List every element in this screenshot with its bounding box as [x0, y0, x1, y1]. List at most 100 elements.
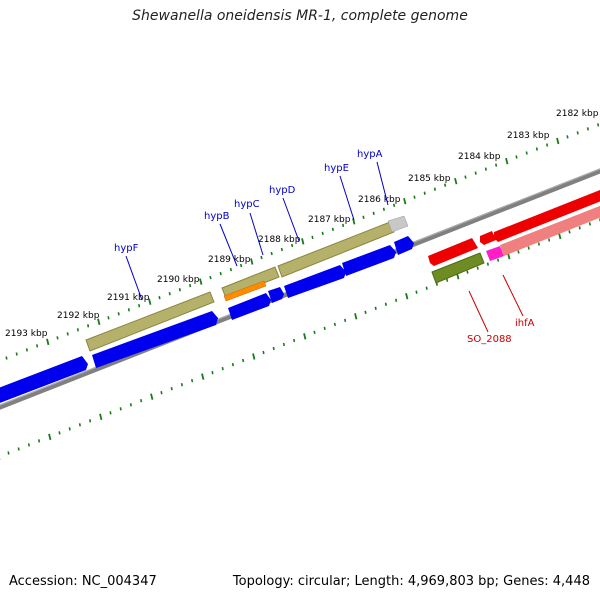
ruler-minor-tick: [262, 350, 265, 355]
ruler-minor-tick: [191, 378, 194, 383]
cds-hypA: [394, 236, 414, 255]
ruler-minor-tick: [25, 348, 28, 352]
ruler-minor-tick: [362, 215, 365, 219]
ruler-minor-tick: [211, 370, 214, 375]
ruler-minor-tick: [7, 451, 10, 455]
cds-reverse-b: [480, 231, 496, 245]
ruler-minor-tick: [76, 328, 79, 332]
ruler-minor-tick: [546, 143, 549, 147]
ruler-major-tick: [99, 413, 103, 421]
ruler-major-tick: [558, 232, 562, 240]
ruler-minor-tick: [344, 318, 347, 323]
ruler-label-2186: 2186 kbp: [358, 195, 401, 205]
reverse-cds-track: [428, 189, 600, 284]
ruler-label-2183: 2183 kbp: [507, 131, 550, 141]
ruler-minor-tick: [497, 258, 500, 262]
ruler-minor-tick: [209, 275, 212, 280]
ruler-minor-tick: [27, 443, 30, 447]
ruler-minor-tick: [158, 296, 161, 300]
ruler-minor-tick: [486, 262, 489, 266]
ruler-minor-tick: [425, 286, 428, 290]
ruler-major-tick: [148, 298, 152, 305]
cds-reverse-c: [494, 189, 600, 242]
ruler-minor-tick: [372, 211, 375, 215]
ruler-minor-tick: [515, 155, 518, 159]
ruler-minor-tick: [240, 263, 243, 268]
ruler-minor-tick: [38, 439, 41, 443]
ruler-minor-tick: [578, 226, 581, 230]
feature-SO_2088: [431, 252, 485, 284]
ruler-minor-tick: [311, 235, 314, 240]
gene-label-hypC: hypC: [234, 199, 260, 210]
ruler-minor-tick: [527, 246, 530, 250]
ruler-minor-tick: [331, 227, 334, 232]
ruler-minor-tick: [231, 362, 234, 367]
gene-label-hypD: hypD: [269, 185, 296, 196]
ruler-minor-tick: [446, 278, 449, 282]
ruler-major-tick: [303, 333, 307, 340]
ruler-minor-tick: [535, 147, 538, 151]
ruler-minor-tick: [138, 304, 141, 308]
ruler-major-tick: [97, 318, 101, 326]
ruler-minor-tick: [36, 344, 39, 348]
ruler-minor-tick: [87, 324, 90, 328]
ruler-minor-tick: [221, 366, 224, 371]
ruler-major-tick: [454, 177, 458, 185]
ruler-minor-tick: [393, 203, 396, 207]
ruler-minor-tick: [525, 151, 528, 155]
ruler-minor-tick: [474, 171, 477, 175]
gene-label-SO_2088: SO_2088: [467, 334, 512, 345]
ruler-minor-tick: [586, 127, 589, 131]
ruler-minor-tick: [423, 191, 426, 195]
gene-label-hypE: hypE: [324, 163, 349, 174]
ruler-minor-tick: [270, 251, 273, 256]
feature-hypD-region: [277, 221, 395, 278]
ruler-minor-tick: [89, 419, 92, 423]
feature-ihfA-magenta: [486, 246, 504, 261]
ruler-minor-tick: [219, 271, 222, 276]
ruler-minor-tick: [382, 207, 385, 211]
ruler-minor-tick: [129, 403, 132, 407]
ruler-minor-tick: [413, 195, 416, 199]
ruler-minor-tick: [415, 290, 418, 294]
cds-hypF: [92, 311, 218, 368]
ruler-major-tick: [150, 393, 154, 400]
gene-label-hypA: hypA: [357, 149, 383, 160]
ruler-label-2182: 2182 kbp: [556, 109, 599, 119]
ruler-minor-tick: [189, 283, 192, 288]
ruler-major-tick: [201, 373, 205, 380]
ruler-minor-tick: [56, 336, 59, 340]
ruler-minor-tick: [568, 230, 571, 234]
ruler-major-tick: [250, 258, 254, 265]
ruler-major-tick: [46, 338, 50, 346]
ruler-minor-tick: [168, 292, 171, 296]
ruler-minor-tick: [178, 288, 181, 292]
ruler-minor-tick: [364, 310, 367, 314]
ruler-major-tick: [354, 313, 358, 320]
ruler-minor-tick: [180, 383, 183, 387]
feature-hypF-region: [85, 291, 215, 352]
ruler-label-2184: 2184 kbp: [458, 152, 501, 162]
ruler-label-2185: 2185 kbp: [408, 174, 451, 184]
ruler-minor-tick: [127, 308, 130, 312]
ruler-minor-tick: [321, 231, 324, 236]
ruler-minor-tick: [140, 399, 143, 403]
ruler-minor-tick: [119, 407, 122, 411]
ruler-minor-tick: [5, 356, 8, 360]
ruler-minor-tick: [342, 223, 345, 228]
ruler-minor-tick: [282, 342, 285, 347]
feature-hypB-orange: [223, 280, 267, 302]
ruler-minor-tick: [384, 302, 387, 306]
ruler-minor-tick: [109, 411, 112, 415]
ruler-minor-tick: [293, 338, 296, 343]
ruler-major-tick: [352, 218, 356, 225]
ruler-major-tick: [48, 433, 52, 441]
gene-label-ihfA: ihfA: [515, 318, 535, 329]
ruler-major-tick: [505, 157, 509, 165]
ruler-minor-tick: [323, 326, 326, 331]
ruler-minor-tick: [107, 316, 110, 320]
ruler-minor-tick: [444, 183, 447, 187]
gene-labels: hypA hypE hypD hypC hypB hypF ihfA SO_20…: [114, 149, 535, 345]
ruler-major-tick: [301, 238, 305, 245]
